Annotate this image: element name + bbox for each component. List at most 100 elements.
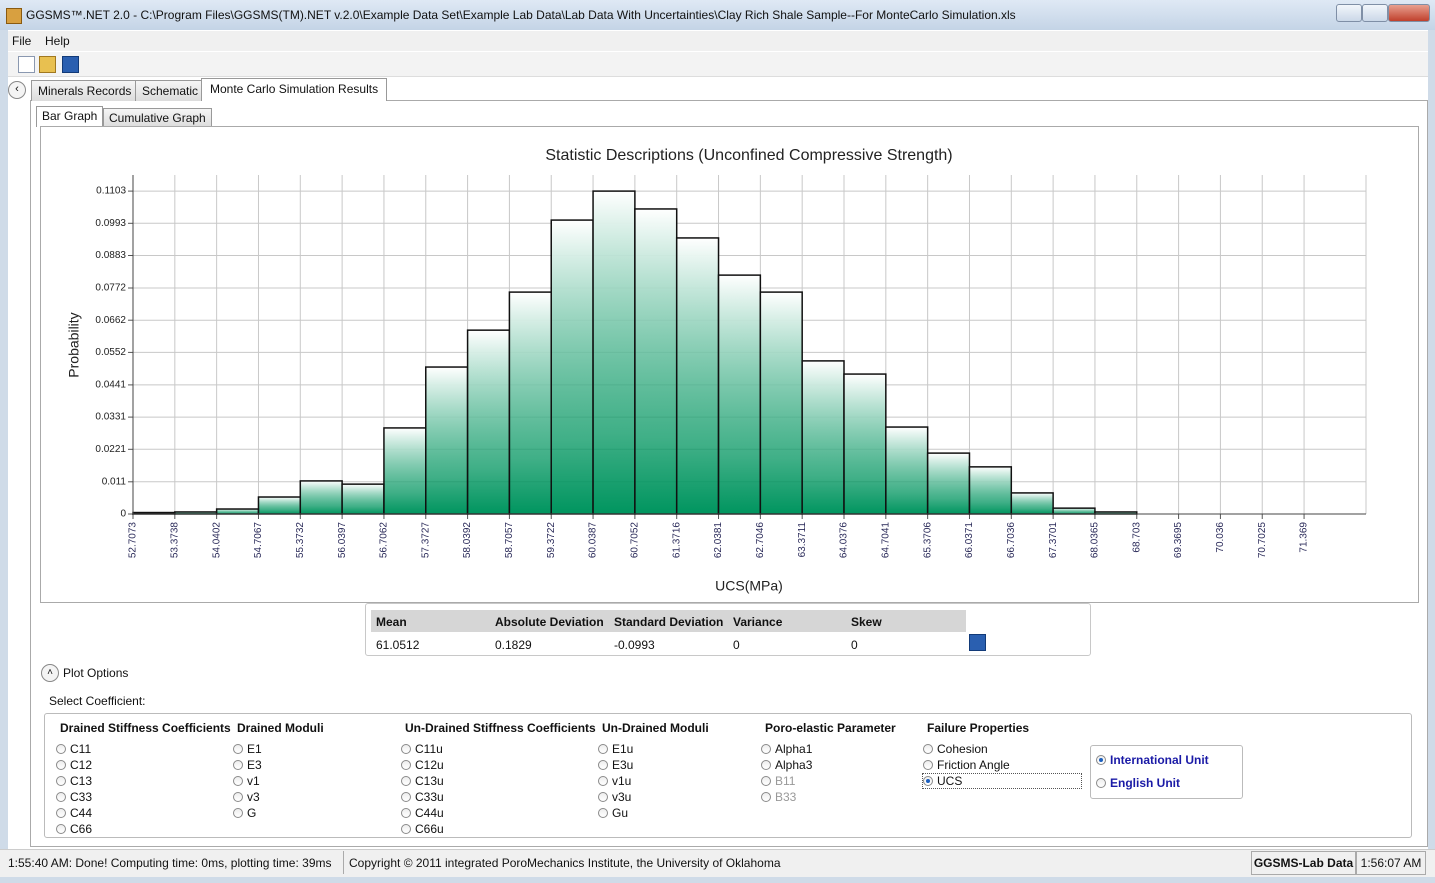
option-label: Friction Angle — [937, 758, 1010, 772]
coefficient-option[interactable]: C12u — [401, 758, 444, 772]
radio-button[interactable] — [923, 744, 933, 754]
bar — [926, 452, 971, 515]
x-tick-label: 59.3722 — [546, 522, 557, 559]
option-label: C66 — [70, 822, 93, 836]
coefficient-option[interactable]: C33u — [401, 790, 444, 804]
copyright: Copyright © 2011 integrated PoroMechanic… — [349, 856, 781, 870]
y-axis-label: Probability — [66, 312, 82, 377]
coefficient-option[interactable]: G — [233, 806, 256, 820]
app-icon — [6, 8, 22, 24]
maximize-button[interactable] — [1362, 4, 1388, 22]
radio-button[interactable] — [761, 776, 771, 786]
radio-button[interactable] — [233, 744, 243, 754]
radio-button[interactable] — [401, 792, 411, 802]
radio-button[interactable] — [56, 776, 66, 786]
minimize-button[interactable] — [1336, 4, 1362, 22]
radio-button[interactable] — [233, 776, 243, 786]
radio-button[interactable] — [233, 792, 243, 802]
group-title: Un-Drained Moduli — [602, 721, 709, 735]
radio-button[interactable] — [761, 760, 771, 770]
coefficient-option[interactable]: C11 — [56, 742, 91, 756]
coefficient-option[interactable]: B33 — [761, 790, 796, 804]
stats-header-cell: Standard Deviation — [614, 615, 724, 629]
coefficient-option[interactable]: UCS — [922, 773, 1082, 789]
coefficient-option[interactable]: C12 — [56, 758, 92, 772]
coefficient-option[interactable]: C66u — [401, 822, 444, 836]
plot-options-label[interactable]: Plot Options — [63, 666, 129, 680]
radio-button[interactable] — [598, 760, 608, 770]
radio-button[interactable] — [923, 776, 933, 786]
option-label: International Unit — [1110, 753, 1209, 767]
coefficient-option[interactable]: v3 — [233, 790, 260, 804]
status-bar — [0, 849, 1435, 877]
radio-button[interactable] — [598, 744, 608, 754]
radio-button[interactable] — [761, 792, 771, 802]
open-button[interactable] — [39, 56, 56, 73]
unit-option[interactable]: International Unit — [1096, 753, 1209, 767]
y-tick-label: 0.0883 — [95, 250, 126, 261]
sub-tab[interactable]: Cumulative Graph — [103, 108, 212, 127]
option-label: v3 — [247, 790, 260, 804]
bar — [843, 373, 887, 515]
radio-button[interactable] — [598, 808, 608, 818]
radio-button[interactable] — [56, 760, 66, 770]
coefficient-option[interactable]: Alpha3 — [761, 758, 812, 772]
bar — [466, 329, 511, 515]
chart: Statistic Descriptions (Unconfined Compr… — [66, 147, 1367, 594]
bar — [885, 426, 929, 515]
radio-button[interactable] — [923, 760, 933, 770]
coefficient-option[interactable]: E3 — [233, 758, 262, 772]
collapse-button[interactable]: ˄ — [41, 664, 59, 682]
radio-button[interactable] — [401, 776, 411, 786]
radio-button[interactable] — [598, 792, 608, 802]
stats-header-cell: Variance — [733, 615, 783, 629]
coefficient-option[interactable]: C33 — [56, 790, 92, 804]
radio-button[interactable] — [56, 808, 66, 818]
radio-button[interactable] — [1096, 755, 1106, 765]
radio-button[interactable] — [233, 760, 243, 770]
coefficient-option[interactable]: v3u — [598, 790, 631, 804]
radio-button[interactable] — [598, 776, 608, 786]
sub-tab[interactable]: Bar Graph — [36, 106, 104, 127]
radio-button[interactable] — [233, 808, 243, 818]
group-title: Un-Drained Stiffness Coefficients — [405, 721, 596, 735]
tab[interactable]: Minerals Records — [31, 80, 139, 101]
coefficient-option[interactable]: Alpha1 — [761, 742, 812, 756]
back-button[interactable]: ‹ — [8, 81, 26, 99]
radio-button[interactable] — [761, 744, 771, 754]
coefficient-option[interactable]: v1 — [233, 774, 260, 788]
coefficient-option[interactable]: Gu — [598, 806, 628, 820]
coefficient-option[interactable]: C13u — [401, 774, 444, 788]
menu-item[interactable]: Help — [45, 34, 70, 48]
radio-button[interactable] — [401, 808, 411, 818]
new-button[interactable] — [18, 56, 35, 73]
close-button[interactable] — [1388, 4, 1430, 22]
tab[interactable]: Schematic — [135, 80, 206, 101]
coefficient-option[interactable]: C44 — [56, 806, 92, 820]
coefficient-option[interactable]: E1u — [598, 742, 633, 756]
radio-button[interactable] — [1096, 778, 1106, 788]
coefficient-option[interactable]: C11u — [401, 742, 443, 756]
coefficient-option[interactable]: C66 — [56, 822, 92, 836]
radio-button[interactable] — [56, 792, 66, 802]
option-label: v1 — [247, 774, 260, 788]
coefficient-option[interactable]: Cohesion — [923, 742, 988, 756]
coefficient-option[interactable]: C44u — [401, 806, 444, 820]
coefficient-option[interactable]: E3u — [598, 758, 633, 772]
radio-button[interactable] — [56, 744, 66, 754]
coefficient-option[interactable]: C13 — [56, 774, 92, 788]
coefficient-option[interactable]: v1u — [598, 774, 631, 788]
radio-button[interactable] — [56, 824, 66, 834]
coefficient-option[interactable]: B11 — [761, 774, 795, 788]
save-stats-button[interactable] — [969, 634, 986, 651]
menu-item[interactable]: File — [12, 34, 32, 48]
radio-button[interactable] — [401, 824, 411, 834]
save-button[interactable] — [62, 56, 79, 73]
radio-button[interactable] — [401, 760, 411, 770]
unit-option[interactable]: English Unit — [1096, 776, 1180, 790]
tab[interactable]: Monte Carlo Simulation Results — [201, 78, 388, 101]
coefficient-option[interactable]: Friction Angle — [923, 758, 1010, 772]
coefficient-option[interactable]: E1 — [233, 742, 262, 756]
radio-button[interactable] — [401, 744, 411, 754]
